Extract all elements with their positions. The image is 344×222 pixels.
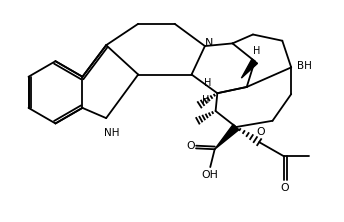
Text: O: O [281, 183, 289, 193]
Text: O: O [257, 127, 265, 137]
Text: H: H [202, 95, 209, 105]
Text: N: N [205, 38, 214, 48]
Text: H: H [204, 78, 211, 88]
Polygon shape [241, 59, 258, 78]
Text: OH: OH [202, 170, 218, 180]
Text: O: O [187, 141, 195, 151]
Text: BH: BH [297, 61, 312, 71]
Text: H: H [253, 46, 260, 56]
Polygon shape [215, 124, 239, 149]
Text: NH: NH [104, 128, 119, 138]
